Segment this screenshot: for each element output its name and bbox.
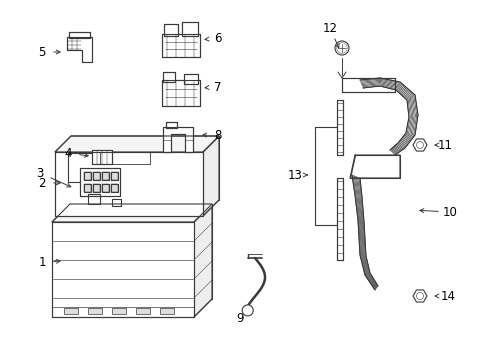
Polygon shape — [88, 194, 100, 204]
Polygon shape — [162, 34, 200, 57]
Polygon shape — [413, 139, 427, 151]
Polygon shape — [184, 74, 198, 84]
FancyBboxPatch shape — [88, 308, 102, 314]
Polygon shape — [342, 78, 395, 92]
Polygon shape — [182, 22, 198, 36]
Text: 14: 14 — [441, 289, 456, 302]
Circle shape — [335, 41, 349, 55]
Polygon shape — [162, 80, 200, 106]
Text: 3: 3 — [36, 166, 44, 180]
Polygon shape — [350, 155, 400, 178]
Polygon shape — [111, 184, 118, 192]
Polygon shape — [166, 122, 177, 128]
Text: 6: 6 — [214, 32, 222, 45]
Polygon shape — [80, 168, 120, 196]
FancyBboxPatch shape — [160, 308, 174, 314]
Circle shape — [90, 195, 98, 203]
Polygon shape — [337, 100, 343, 155]
Polygon shape — [84, 172, 91, 180]
Polygon shape — [69, 32, 90, 38]
Text: 7: 7 — [214, 81, 222, 94]
Polygon shape — [102, 184, 109, 192]
Text: 2: 2 — [38, 176, 46, 189]
Polygon shape — [111, 172, 118, 180]
Polygon shape — [163, 127, 193, 152]
Polygon shape — [102, 172, 109, 180]
Polygon shape — [93, 184, 100, 192]
Text: 4: 4 — [64, 147, 72, 159]
Text: 12: 12 — [322, 22, 338, 35]
Polygon shape — [203, 136, 219, 216]
Text: 5: 5 — [38, 45, 46, 59]
Circle shape — [242, 305, 253, 316]
Text: 13: 13 — [288, 168, 302, 181]
FancyBboxPatch shape — [136, 308, 150, 314]
Polygon shape — [194, 204, 212, 317]
Polygon shape — [93, 172, 100, 180]
Polygon shape — [55, 152, 203, 216]
Polygon shape — [112, 199, 121, 206]
Polygon shape — [164, 24, 178, 36]
Polygon shape — [52, 204, 212, 222]
Text: 9: 9 — [236, 311, 244, 324]
Text: 11: 11 — [438, 139, 452, 152]
Polygon shape — [84, 184, 91, 192]
Polygon shape — [67, 37, 92, 62]
Text: 10: 10 — [442, 206, 458, 219]
Polygon shape — [52, 222, 194, 317]
Polygon shape — [55, 136, 219, 152]
Polygon shape — [413, 290, 427, 302]
Text: 8: 8 — [214, 129, 221, 141]
Polygon shape — [337, 178, 343, 260]
Text: 1: 1 — [38, 256, 46, 270]
FancyBboxPatch shape — [64, 308, 78, 314]
FancyBboxPatch shape — [112, 308, 126, 314]
Polygon shape — [163, 72, 175, 82]
Polygon shape — [92, 150, 112, 164]
